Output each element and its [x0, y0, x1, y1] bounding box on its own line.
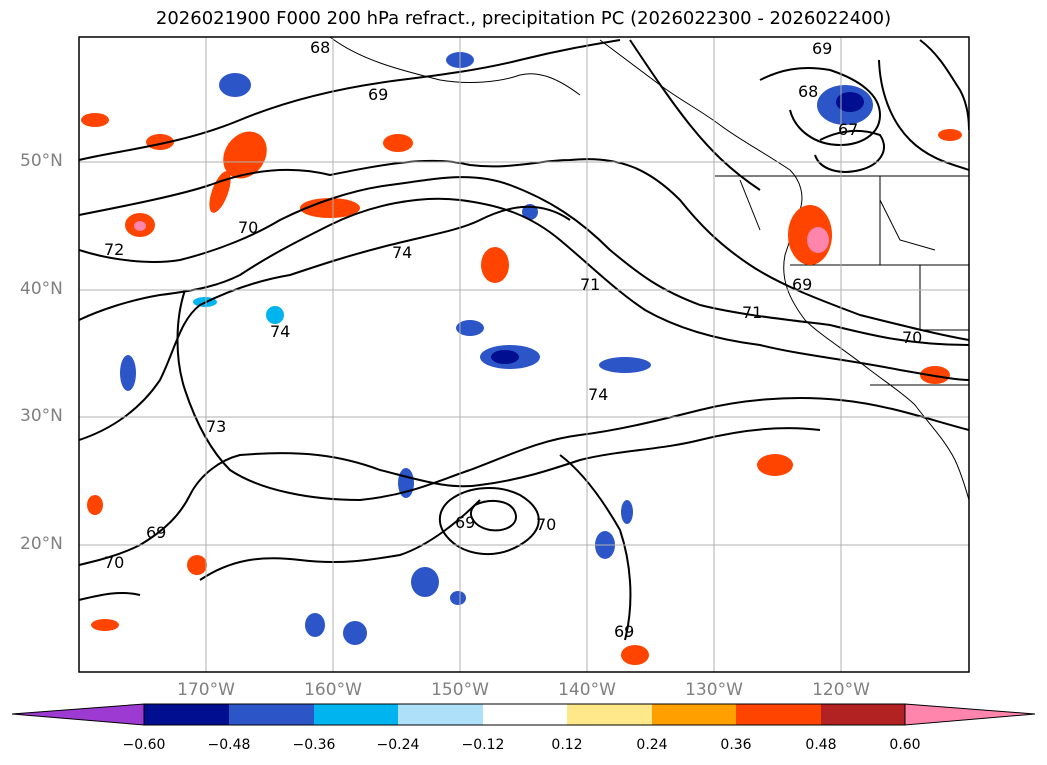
colorbar-tick-label: 0.48: [805, 737, 837, 753]
map-title: 2026021900 F000 200 hPa refract., precip…: [155, 8, 892, 29]
map-plot-area: 68 69 69 68 67 70 72 74 74 71 70 69 74 7…: [79, 37, 969, 672]
lat-label: 20°N: [20, 534, 63, 554]
contour-label: 71: [580, 275, 600, 294]
contour-label: 67: [838, 120, 858, 139]
contour-label: 70: [104, 553, 124, 572]
contour-label: 72: [104, 240, 124, 259]
contour-label: 69: [368, 85, 388, 104]
colorbar-bin: [314, 704, 398, 725]
colorbar-bin: [821, 704, 905, 725]
colorbar-max-extend: [904, 703, 1036, 726]
contour-label: 68: [798, 82, 818, 101]
lon-label: 170°W: [177, 680, 235, 700]
contour-label: 69: [455, 513, 475, 532]
lon-label: 150°W: [431, 680, 489, 700]
colorbar-tick-label: −0.60: [122, 737, 166, 753]
colorbar-tick-label: −0.24: [376, 737, 420, 753]
colorbar-tick-label: 0.36: [720, 737, 752, 753]
colorbar: [11, 703, 1036, 726]
colorbar-tick-label: 0.12: [551, 737, 583, 753]
coastline: [329, 37, 969, 501]
contour-label: 68: [310, 38, 330, 57]
contour-label: 74: [270, 322, 290, 341]
lon-label: 160°W: [304, 680, 362, 700]
precip-shading: [81, 52, 962, 665]
lon-label: 140°W: [558, 680, 616, 700]
colorbar-tick-label: 0.60: [889, 737, 921, 753]
colorbar-outline: [143, 703, 906, 726]
contour-label: 70: [902, 328, 922, 347]
contour-label: 70: [536, 515, 556, 534]
refractivity-contours: [79, 39, 969, 641]
contour-label: 69: [614, 622, 634, 641]
contour-label: 70: [238, 218, 258, 237]
colorbar-bin: [652, 704, 736, 725]
map-frame: [78, 36, 970, 673]
colorbar-tick-label: 0.24: [636, 737, 668, 753]
contour-label: 74: [392, 243, 412, 262]
contour-label: 73: [206, 417, 226, 436]
colorbar-bin: [398, 704, 483, 725]
colorbar-bin: [144, 704, 229, 725]
lon-label: 130°W: [685, 680, 743, 700]
colorbar-min-extend: [11, 703, 145, 726]
contour-label: 69: [792, 275, 812, 294]
colorbar-bin: [567, 704, 652, 725]
graticule: [79, 37, 969, 672]
contour-label: 69: [146, 523, 166, 542]
contour-label: 71: [742, 303, 762, 322]
contour-label: 74: [588, 385, 608, 404]
colorbar-bin: [483, 704, 567, 725]
colorbar-tick-label: −0.36: [292, 737, 336, 753]
lat-label: 50°N: [20, 151, 63, 171]
contour-label: 69: [812, 39, 832, 58]
lon-label: 120°W: [812, 680, 870, 700]
lat-label: 40°N: [20, 279, 63, 299]
lat-label: 30°N: [20, 406, 63, 426]
contour-label-group: 68 69 69 68 67 70 72 74 74 71 70 69 74 7…: [104, 38, 922, 641]
colorbar-tick-label: −0.12: [461, 737, 505, 753]
colorbar-tick-label: −0.48: [207, 737, 251, 753]
colorbar-bin: [229, 704, 314, 725]
colorbar-bin: [736, 704, 821, 725]
